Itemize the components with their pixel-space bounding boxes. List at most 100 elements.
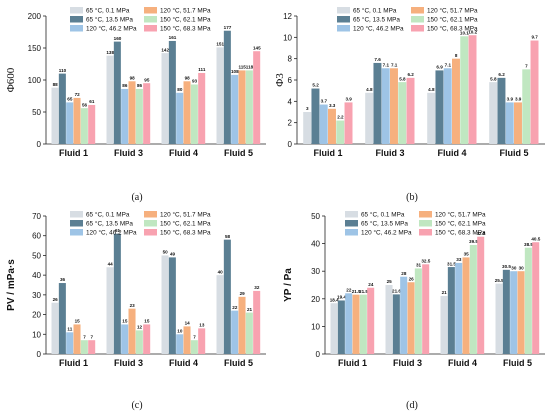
y-tick-label: 30	[32, 291, 41, 300]
bar	[231, 310, 239, 354]
data-label: 56	[82, 102, 88, 107]
bar	[143, 324, 151, 354]
data-label: 28	[401, 271, 407, 276]
bar	[344, 102, 353, 144]
data-label: 7.1	[391, 62, 398, 67]
data-label: 40.5	[531, 236, 540, 241]
bar	[502, 269, 510, 354]
data-label: 86	[122, 83, 128, 88]
data-label: 26	[409, 276, 415, 281]
y-tick-label: 4	[288, 97, 293, 106]
data-label: 88	[53, 82, 59, 87]
panel-c: 0 10 20 30 40 50 60 70 PV / mPa·s 26 36 11 15 7 7 Fluid…	[0, 206, 275, 412]
bar	[88, 104, 96, 144]
data-label: 30.5	[502, 264, 511, 269]
x-category-label: Fluid 5	[503, 358, 532, 368]
data-label: 6.2	[498, 72, 505, 77]
y-tick-label: 200	[28, 12, 42, 21]
data-label: 5.8	[490, 76, 497, 81]
bar	[319, 104, 328, 144]
bar	[161, 255, 169, 354]
bar	[106, 267, 114, 354]
x-category-label: Fluid 1	[59, 148, 88, 158]
bar	[176, 334, 184, 354]
legend-label: 65 °C, 13.5 MPa	[361, 220, 408, 228]
legend-label: 120 °C, 46.2 MPa	[361, 229, 412, 237]
bar	[135, 88, 143, 144]
bar	[427, 92, 436, 144]
data-label: 7	[193, 334, 196, 339]
bar	[113, 233, 121, 354]
data-label: 39.5	[469, 239, 478, 244]
bar	[58, 283, 66, 354]
bar	[440, 296, 448, 354]
legend-swatch	[70, 7, 83, 14]
data-label: 35	[464, 252, 470, 257]
data-label: 18.4	[330, 297, 339, 302]
x-category-label: Fluid 1	[314, 148, 343, 158]
data-label: 31.5	[447, 261, 456, 266]
legend-label: 65 °C, 0.1 MPa	[86, 211, 130, 219]
panel-label: (c)	[131, 400, 142, 411]
legend-swatch	[345, 220, 358, 227]
bar	[311, 88, 320, 144]
data-label: 42.5	[476, 231, 485, 236]
data-label: 5.2	[312, 83, 319, 88]
bar	[253, 290, 261, 354]
bar	[414, 268, 422, 354]
y-tick-label: 20	[311, 295, 320, 304]
data-label: 7	[83, 334, 86, 339]
legend-label: 150 °C, 62.1 MPa	[160, 220, 211, 228]
data-label: 22	[232, 305, 238, 310]
bar	[365, 92, 374, 144]
data-label: 23	[130, 303, 136, 308]
legend-swatch	[411, 25, 424, 32]
y-tick-label: 0	[316, 350, 321, 359]
data-label: 2.2	[337, 115, 344, 120]
bar	[121, 88, 129, 144]
legend-label: 65 °C, 0.1 MPa	[361, 211, 405, 219]
legend-label: 120 °C, 51.7 MPa	[427, 7, 478, 15]
bar	[88, 340, 96, 354]
data-label: 98	[130, 75, 136, 80]
data-label: 4.8	[366, 87, 373, 92]
legend-swatch	[70, 220, 83, 227]
data-label: 7	[525, 64, 528, 69]
legend-swatch	[337, 16, 350, 23]
bar	[345, 293, 353, 354]
y-axis-label: YP / Pa	[283, 268, 294, 302]
y-tick-label: 6	[288, 76, 293, 85]
data-label: 24	[368, 282, 374, 287]
data-label: 7.6	[374, 57, 381, 62]
bar	[66, 102, 74, 144]
y-tick-label: 70	[32, 212, 41, 221]
bar	[532, 242, 540, 354]
x-category-label: Fluid 4	[169, 148, 198, 158]
legend-swatch	[419, 229, 432, 236]
legend-label: 120 °C, 51.7 MPa	[160, 7, 211, 15]
y-tick-label: 0	[288, 140, 293, 149]
data-label: 30	[519, 265, 525, 270]
data-label: 25	[387, 279, 393, 284]
data-label: 6.2	[407, 72, 414, 77]
data-label: 86	[137, 83, 143, 88]
panel-label: (a)	[131, 192, 142, 203]
bar	[447, 267, 455, 354]
data-label: 21.5	[352, 289, 361, 294]
data-label: 3.7	[321, 99, 328, 104]
y-axis-label: Φ3	[275, 73, 286, 87]
bar	[143, 83, 151, 144]
legend-swatch	[419, 211, 432, 218]
bar	[495, 283, 503, 354]
bar	[505, 102, 514, 144]
data-label: 6.9	[436, 65, 443, 70]
bar	[381, 68, 390, 144]
data-label: 36	[60, 277, 66, 282]
bar	[462, 257, 470, 354]
bar	[385, 285, 393, 354]
data-label: 5.8	[399, 76, 406, 81]
data-label: 111	[198, 67, 206, 72]
bar	[223, 30, 231, 144]
bar	[514, 102, 522, 144]
